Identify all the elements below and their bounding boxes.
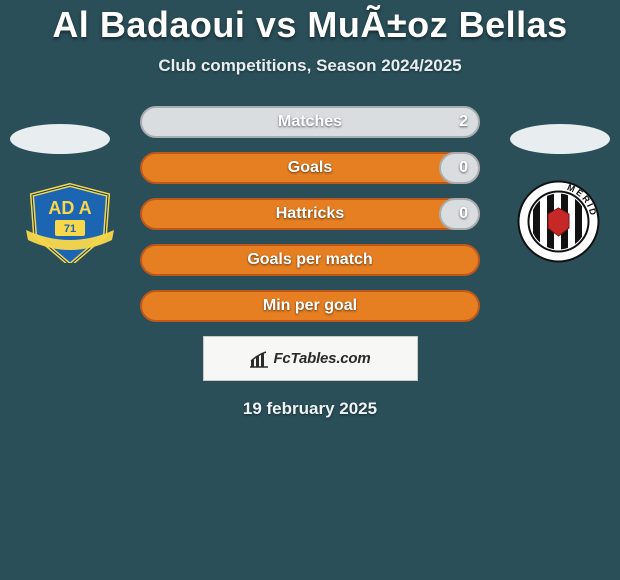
stats-table: Matches2 Goals0 Hattricks0 Goals per match M…	[140, 106, 480, 322]
footer-brand-box: FcTables.com	[203, 336, 418, 381]
stat-value-right: 0	[459, 159, 468, 177]
page-title: Al Badaoui vs MuÃ±oz Bellas	[0, 0, 620, 46]
stat-value-right: 0	[459, 205, 468, 223]
stat-bar-left	[140, 198, 480, 230]
stat-bar-left	[140, 244, 480, 276]
stat-row: Goals0	[140, 152, 480, 184]
stat-bar-left	[140, 290, 480, 322]
footer-date: 19 february 2025	[0, 399, 620, 419]
page-subtitle: Club competitions, Season 2024/2025	[0, 56, 620, 76]
left-club-logo: AD A 71	[20, 180, 120, 263]
left-shadow-ellipse	[10, 124, 110, 154]
right-club-logo: MERIDA	[517, 180, 600, 263]
bar-chart-icon	[249, 350, 269, 368]
logo-left-text: AD A	[48, 198, 91, 218]
stat-bar-left	[140, 152, 480, 184]
right-shadow-ellipse	[510, 124, 610, 154]
stat-row: Hattricks0	[140, 198, 480, 230]
stat-row: Goals per match	[140, 244, 480, 276]
footer-brand-text: FcTables.com	[273, 350, 370, 367]
stat-bar-right	[140, 106, 480, 138]
stat-row: Matches2	[140, 106, 480, 138]
stat-value-right: 2	[459, 113, 468, 131]
logo-left-subtext: 71	[64, 223, 76, 235]
stat-row: Min per goal	[140, 290, 480, 322]
